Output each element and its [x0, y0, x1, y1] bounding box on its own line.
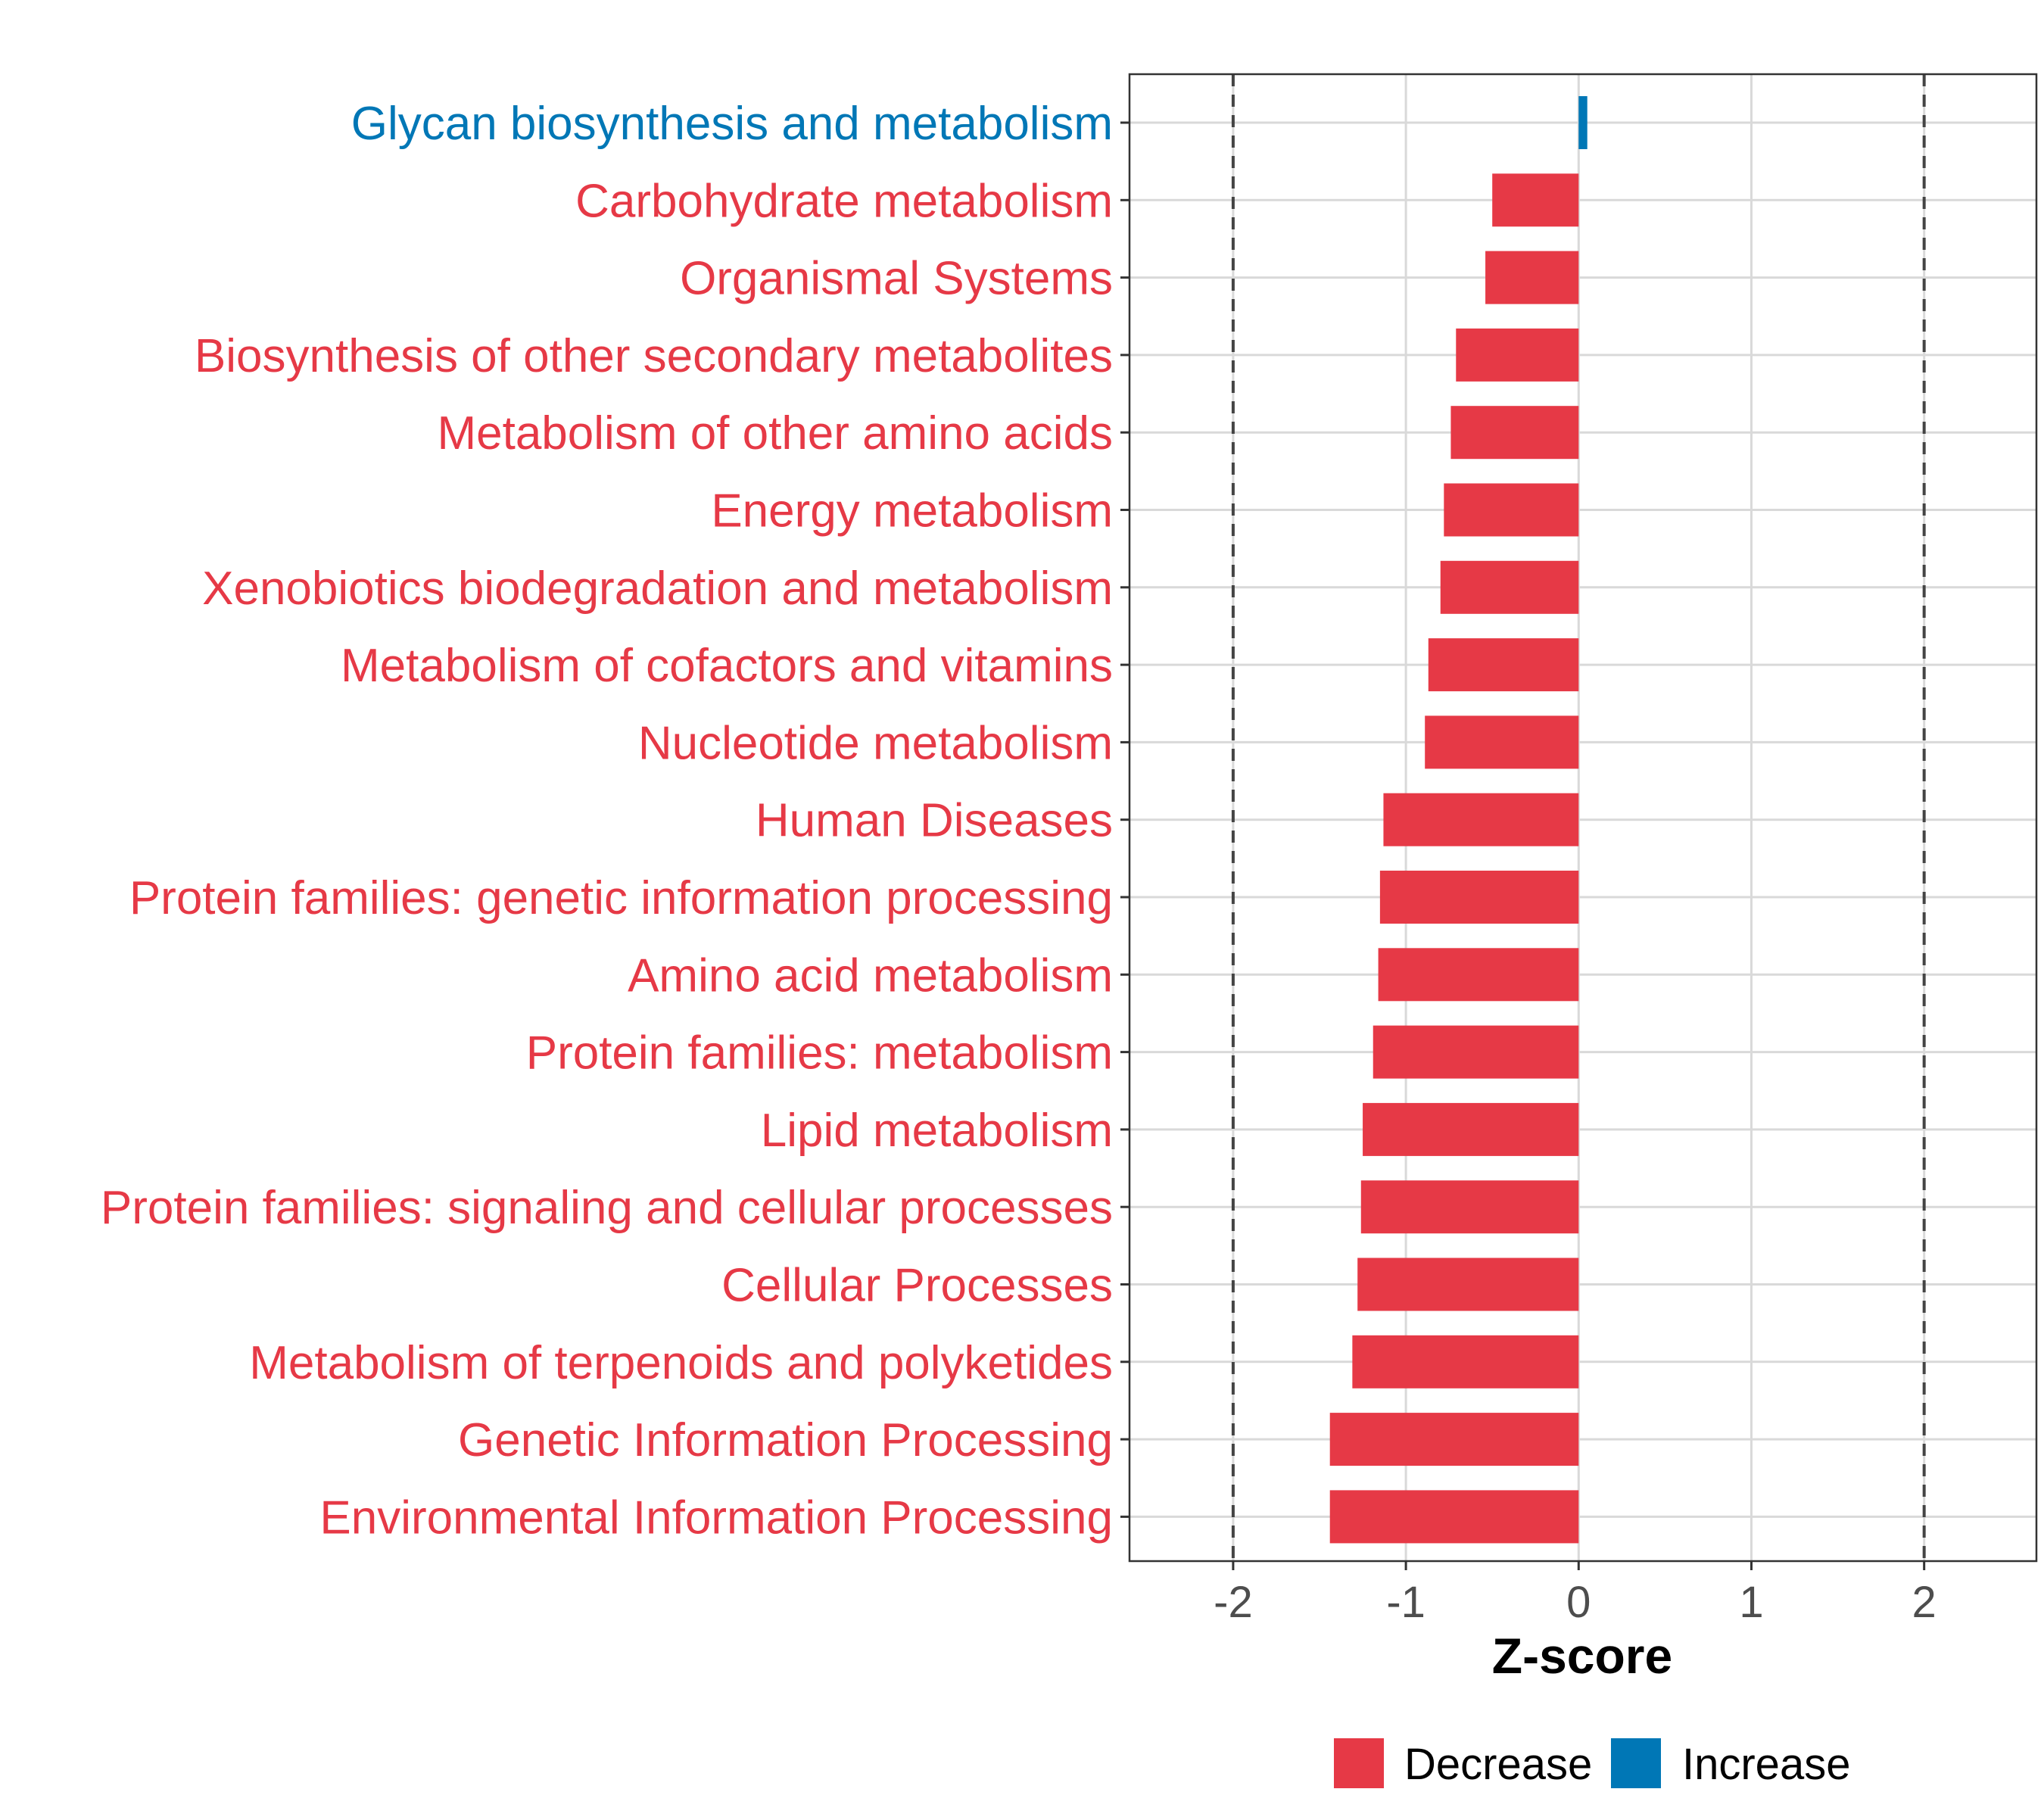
- bar-protein-families-signaling-and-cellular-processes: [1360, 1180, 1579, 1234]
- category-label-cellular-processes: Cellular Processes: [721, 1260, 1113, 1312]
- bar-environmental-information-processing: [1329, 1490, 1579, 1544]
- bar-metabolism-of-terpenoids-and-polyketides: [1352, 1335, 1579, 1388]
- bar-protein-families-genetic-information-processing: [1379, 871, 1579, 924]
- bar-xenobiotics-biodegradation-and-metabolism: [1440, 560, 1579, 614]
- panel-frame: [1128, 73, 2038, 1563]
- x-tick-label-1: -1: [1386, 1578, 1426, 1627]
- category-label-organismal-systems: Organismal Systems: [680, 253, 1113, 305]
- bar-amino-acid-metabolism: [1378, 948, 1579, 1002]
- category-label-energy-metabolism: Energy metabolism: [711, 485, 1113, 538]
- category-label-metabolism-of-other-amino-acids: Metabolism of other amino acids: [437, 407, 1113, 460]
- category-label-glycan-biosynthesis-and-metabolism: Glycan biosynthesis and metabolism: [351, 98, 1113, 150]
- bars: [1329, 96, 1588, 1544]
- category-label-environmental-information-processing: Environmental Information Processing: [319, 1491, 1113, 1544]
- category-label-carbohydrate-metabolism: Carbohydrate metabolism: [575, 175, 1113, 227]
- category-label-biosynthesis-of-other-secondary-metabolites: Biosynthesis of other secondary metaboli…: [195, 330, 1113, 382]
- threshold-lines: [1231, 74, 1926, 1561]
- category-label-human-diseases: Human Diseases: [756, 795, 1113, 847]
- legend: Decrease Increase: [1334, 1738, 1850, 1789]
- category-label-xenobiotics-biodegradation-and-metabolism: Xenobiotics biodegradation and metabolis…: [202, 563, 1113, 615]
- legend-swatch-decrease: [1334, 1738, 1384, 1788]
- x-tick-label-2: 0: [1566, 1578, 1591, 1627]
- bar-lipid-metabolism: [1363, 1102, 1579, 1156]
- category-label-metabolism-of-cofactors-and-vitamins: Metabolism of cofactors and vitamins: [341, 640, 1113, 692]
- bar-genetic-information-processing: [1329, 1413, 1579, 1466]
- bar-glycan-biosynthesis-and-metabolism: [1578, 96, 1588, 149]
- bar-carbohydrate-metabolism: [1492, 173, 1579, 227]
- legend-label-increase: Increase: [1682, 1740, 1850, 1789]
- category-label-genetic-information-processing: Genetic Information Processing: [458, 1414, 1113, 1466]
- x-tick-label-4: 2: [1912, 1578, 1937, 1627]
- category-label-nucleotide-metabolism: Nucleotide metabolism: [638, 717, 1113, 769]
- bar-biosynthesis-of-other-secondary-metabolites: [1456, 328, 1579, 382]
- category-label-lipid-metabolism: Lipid metabolism: [761, 1105, 1113, 1157]
- bar-human-diseases: [1383, 793, 1579, 846]
- x-tick-label-3: 1: [1739, 1578, 1763, 1627]
- bar-metabolism-of-other-amino-acids: [1450, 406, 1579, 460]
- bar-cellular-processes: [1357, 1258, 1579, 1311]
- category-label-protein-families-metabolism: Protein families: metabolism: [526, 1027, 1113, 1080]
- x-axis-labels: -2 -1 0 1 2: [1214, 1578, 1937, 1627]
- y-axis-ticks: [1120, 121, 1129, 1518]
- bar-organismal-systems: [1485, 251, 1579, 304]
- grid-layer: [1129, 74, 2036, 1561]
- bar-metabolism-of-cofactors-and-vitamins: [1428, 638, 1579, 692]
- bar-protein-families-metabolism: [1373, 1025, 1579, 1079]
- x-axis-ticks: [1232, 1561, 1926, 1570]
- category-label-amino-acid-metabolism: Amino acid metabolism: [628, 949, 1113, 1002]
- category-label-metabolism-of-terpenoids-and-polyketides: Metabolism of terpenoids and polyketides: [249, 1337, 1113, 1389]
- x-tick-label-0: -2: [1214, 1578, 1253, 1627]
- bar-nucleotide-metabolism: [1425, 715, 1579, 769]
- category-label-protein-families-signaling-and-cellular-processes: Protein families: signaling and cellular…: [101, 1182, 1113, 1234]
- legend-swatch-increase: [1611, 1738, 1661, 1788]
- y-axis-labels: Glycan biosynthesis and metabolism Carboh…: [101, 98, 1113, 1544]
- bar-energy-metabolism: [1444, 483, 1579, 537]
- legend-label-decrease: Decrease: [1404, 1740, 1592, 1789]
- x-axis-title: Z-score: [1492, 1628, 1672, 1684]
- category-label-protein-families-genetic-information-processing: Protein families: genetic information pr…: [129, 872, 1113, 924]
